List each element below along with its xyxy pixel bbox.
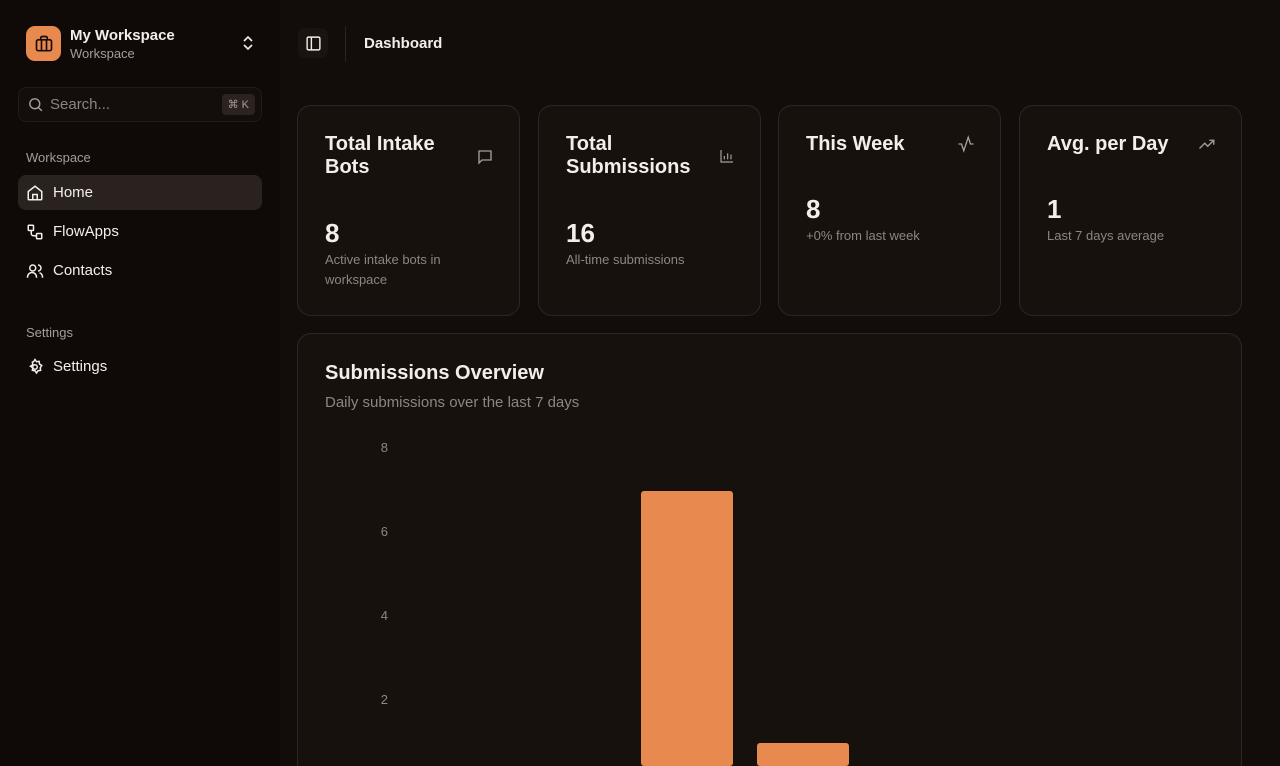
sidebar-item-contacts[interactable]: Contacts	[18, 253, 262, 288]
submissions-overview-card: Submissions Overview Daily submissions o…	[297, 333, 1242, 766]
search-shortcut: ⌘ K	[221, 94, 255, 115]
stat-description: Last 7 days average	[1047, 228, 1165, 243]
header-divider	[345, 26, 346, 62]
page-title: Dashboard	[364, 35, 443, 52]
trending-up-icon	[1198, 135, 1216, 158]
sidebar-item-home[interactable]: Home	[18, 175, 262, 210]
gear-icon	[29, 357, 43, 374]
search-input[interactable]: Search... ⌘ K	[18, 87, 262, 122]
stat-card-avg-per-day: Avg. per Day 1 Last 7 days average	[1019, 105, 1242, 316]
chart-title: Submissions Overview	[325, 362, 544, 384]
toggle-sidebar-button[interactable]	[298, 28, 328, 58]
search-placeholder: Search...	[50, 96, 111, 113]
briefcase-icon	[26, 26, 61, 61]
panel-left-icon	[305, 35, 321, 51]
activity-icon	[957, 135, 975, 158]
sidebar-item-label: Contacts	[53, 262, 113, 279]
sidebar-item-label: FlowApps	[53, 223, 119, 240]
y-tick-label: 4	[380, 608, 388, 623]
stat-description: +0% from last week	[806, 228, 920, 243]
bar-chart	[641, 491, 849, 766]
section-label-settings: Settings	[26, 325, 73, 340]
stat-title: Total Submissions	[566, 133, 691, 178]
workspace-switcher[interactable]: My Workspace Workspace	[26, 26, 256, 61]
message-square-icon	[476, 148, 494, 171]
stat-value: 8	[325, 218, 340, 248]
sidebar-item-flowapps[interactable]: FlowApps	[18, 214, 262, 249]
chart-subtitle: Daily submissions over the last 7 days	[325, 394, 580, 411]
stat-card-submissions: Total Submissions 16 All-time submission…	[538, 105, 761, 316]
stat-card-this-week: This Week 8 +0% from last week	[778, 105, 1001, 316]
sidebar-item-label: Home	[53, 184, 94, 201]
stat-value: 16	[566, 218, 595, 248]
section-label-workspace: Workspace	[26, 150, 91, 165]
y-tick-label: 8	[380, 440, 388, 455]
chevrons-up-down-icon[interactable]	[240, 34, 256, 57]
flow-icon	[27, 224, 43, 239]
bar-chart-icon	[719, 148, 735, 169]
search-icon	[29, 98, 43, 112]
home-icon	[27, 184, 43, 200]
stat-title: This Week	[806, 133, 905, 155]
workspace-subtitle: Workspace	[70, 45, 135, 61]
stat-card-intake-bots: Total Intake Bots 8 Active intake bots i…	[297, 105, 520, 316]
stat-description: Active intake bots in workspace	[325, 252, 441, 287]
stat-title: Total Intake Bots	[325, 133, 435, 178]
sidebar-item-label: Settings	[53, 358, 108, 375]
stat-value: 1	[1047, 194, 1062, 224]
stat-description: All-time submissions	[566, 252, 685, 267]
stat-value: 8	[806, 194, 821, 224]
y-tick-label: 2	[380, 692, 388, 707]
users-icon	[26, 263, 44, 278]
stat-title: Avg. per Day	[1047, 133, 1169, 155]
workspace-name: My Workspace	[70, 26, 175, 44]
bar[interactable]	[757, 743, 849, 766]
sidebar-item-settings[interactable]: Settings	[18, 349, 262, 384]
bar[interactable]	[641, 491, 733, 766]
y-tick-label: 6	[380, 524, 388, 539]
sidebar: My Workspace Workspace Search... ⌘ K Wor…	[0, 0, 280, 766]
